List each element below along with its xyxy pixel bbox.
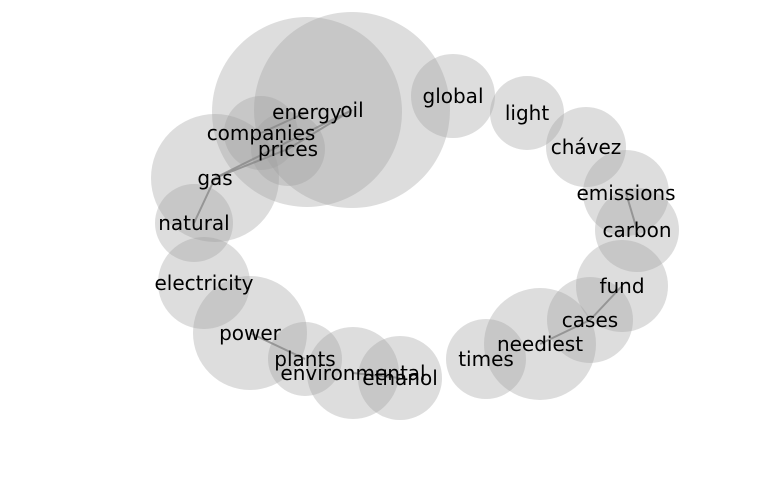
node-label-ethanol: ethanol — [362, 366, 438, 390]
node-label-gas: gas — [197, 166, 232, 190]
node-circle-electricity — [158, 237, 250, 329]
edge-power-plants — [249, 332, 306, 360]
node-label-neediest: neediest — [497, 332, 583, 356]
node-label-prices: prices — [258, 137, 318, 161]
node-label-emissions: emissions — [576, 181, 675, 205]
node-label-cases: cases — [562, 308, 618, 332]
node-label-energy: energy — [272, 100, 342, 124]
edge-gas-natural — [193, 177, 216, 224]
edges — [193, 109, 638, 379]
edge-oil-gas — [214, 109, 353, 179]
node-circle-chavez — [546, 107, 626, 187]
edge-cases-fund — [589, 285, 623, 321]
node-label-fund: fund — [599, 274, 644, 298]
node-label-chavez: chávez — [551, 135, 622, 159]
node-label-carbon: carbon — [602, 218, 671, 242]
node-label-environmental: environmental — [280, 361, 425, 385]
node-circle-global — [411, 54, 495, 138]
node-label-oil: oil — [340, 98, 363, 122]
node-label-natural: natural — [158, 211, 229, 235]
node-circle-light — [490, 76, 564, 150]
edge-energy-companies — [260, 111, 308, 134]
edge-emissions-carbon — [625, 192, 638, 231]
node-label-power: power — [219, 321, 282, 345]
node-label-global: global — [423, 84, 484, 108]
edge-oil-prices — [287, 109, 353, 150]
node-circle-times — [446, 319, 526, 399]
node-label-light: light — [505, 101, 549, 125]
node-label-plants: plants — [274, 347, 335, 371]
edge-gas-prices — [214, 148, 289, 179]
node-label-times: times — [458, 347, 514, 371]
edge-neediest-cases — [539, 319, 591, 345]
edge-environmental-ethanol — [352, 372, 401, 379]
node-label-companies: companies — [207, 121, 316, 145]
node-label-electricity: electricity — [154, 271, 253, 295]
node-circles — [151, 12, 679, 420]
